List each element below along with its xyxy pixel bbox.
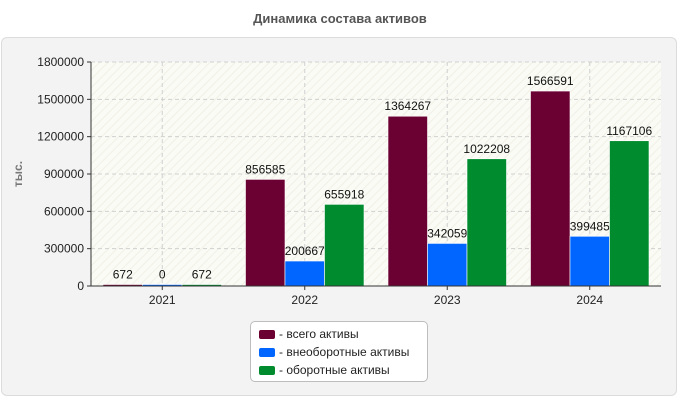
data-label: 672 bbox=[192, 268, 212, 282]
legend-label-current-assets: - оборотные активы bbox=[279, 363, 390, 377]
legend-swatch-current-assets bbox=[259, 365, 275, 375]
legend-item-noncurrent-assets: - внеоборотные активы bbox=[259, 343, 427, 361]
legend-swatch-total-assets bbox=[259, 329, 275, 339]
data-label: 1364267 bbox=[384, 99, 431, 113]
bar-2022-series-0 bbox=[245, 179, 286, 287]
legend-label-total-assets: - всего активы bbox=[279, 327, 359, 341]
y-tick-label: 1800000 bbox=[37, 55, 84, 69]
data-label: 856585 bbox=[245, 162, 285, 176]
bar-2024-series-1 bbox=[569, 235, 610, 287]
y-tick-label: 300000 bbox=[44, 242, 84, 256]
legend-item-total-assets: - всего активы bbox=[259, 325, 427, 343]
data-label: 655918 bbox=[324, 187, 364, 201]
bar-2024-series-2 bbox=[609, 140, 650, 287]
x-tick-label: 2022 bbox=[291, 293, 318, 307]
data-label: 0 bbox=[159, 268, 166, 282]
data-label: 399485 bbox=[570, 219, 610, 233]
bar-2024-series-0 bbox=[530, 90, 571, 287]
y-tick-label: 1500000 bbox=[37, 92, 84, 106]
y-tick-label: 900000 bbox=[44, 167, 84, 181]
bar-2022-series-2 bbox=[324, 204, 365, 287]
chart-legend: - всего активы - внеоборотные активы - о… bbox=[250, 321, 428, 382]
data-label: 1167106 bbox=[606, 124, 652, 138]
legend-label-noncurrent-assets: - внеоборотные активы bbox=[279, 345, 410, 359]
y-tick-label: 0 bbox=[77, 279, 84, 293]
data-label: 200667 bbox=[285, 244, 325, 258]
bar-2023-series-2 bbox=[466, 158, 507, 287]
bar-2022-series-1 bbox=[284, 260, 325, 287]
x-tick-label: 2021 bbox=[149, 293, 176, 307]
bar-2023-series-0 bbox=[387, 115, 428, 287]
data-label: 1566591 bbox=[527, 74, 574, 88]
legend-item-current-assets: - оборотные активы bbox=[259, 361, 427, 379]
y-tick-label: 1200000 bbox=[37, 130, 84, 144]
chart-title: Динамика состава активов bbox=[253, 11, 427, 26]
y-axis-title: тыс. bbox=[11, 161, 25, 187]
data-label: 1022208 bbox=[463, 142, 510, 156]
bar-2023-series-1 bbox=[427, 243, 468, 287]
legend-swatch-noncurrent-assets bbox=[259, 347, 275, 357]
y-tick-label: 600000 bbox=[44, 204, 84, 218]
x-tick-label: 2024 bbox=[576, 293, 603, 307]
data-label: 672 bbox=[113, 268, 133, 282]
x-tick-label: 2023 bbox=[434, 293, 461, 307]
data-label: 342059 bbox=[427, 226, 467, 240]
